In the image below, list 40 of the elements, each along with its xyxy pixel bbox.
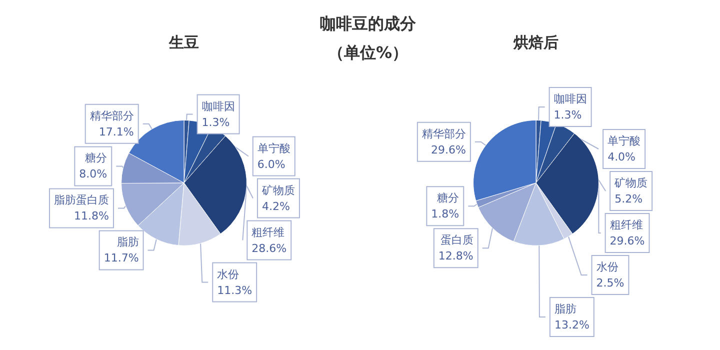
- data-label: 11.7%: [104, 252, 139, 265]
- data-label: 29.6%: [430, 143, 466, 156]
- chart-title: 生豆: [168, 34, 199, 52]
- slice-label: 单宁酸: [257, 142, 290, 155]
- data-label: 4.2%: [262, 200, 290, 213]
- data-label: 13.2%: [554, 318, 590, 332]
- data-label: 1.3%: [202, 116, 230, 129]
- slice-label: 精华部分: [422, 127, 466, 140]
- slice-label: 单宁酸: [608, 134, 641, 148]
- data-label: 1.8%: [431, 208, 460, 221]
- slice-label: 脂肪蛋白质: [54, 194, 109, 207]
- slice-label: 粗纤维: [610, 218, 643, 232]
- data-label: 11.3%: [217, 284, 252, 297]
- slice-label: 咖啡因: [554, 92, 587, 106]
- data-label: 11.8%: [74, 210, 109, 223]
- slice-label: 粗纤维: [252, 226, 285, 239]
- data-label: 12.8%: [438, 250, 474, 263]
- data-label: 1.3%: [554, 108, 582, 122]
- data-label: 28.6%: [252, 242, 287, 255]
- data-label: 5.2%: [614, 192, 643, 206]
- text: （单位%）: [326, 43, 410, 64]
- slice-label: 矿物质: [260, 184, 295, 197]
- data-label: 6.0%: [257, 158, 286, 171]
- slice-label: 糖分: [85, 152, 108, 165]
- data-label: 8.0%: [79, 168, 108, 181]
- data-label: 2.5%: [596, 276, 624, 290]
- slice-label: 水份: [217, 268, 240, 281]
- data-label: 4.0%: [608, 150, 636, 164]
- slice-label: 脂肪: [116, 236, 139, 249]
- slice-label: 精华部分: [90, 109, 134, 122]
- chart-title: 烘焙后: [512, 34, 558, 52]
- slice-label: 水份: [596, 260, 618, 274]
- slice-label: 矿物质: [614, 176, 648, 190]
- slice-label: 糖分: [437, 192, 460, 205]
- slice-label: 咖啡因: [202, 100, 235, 113]
- data-label: 29.6%: [610, 234, 645, 248]
- text: 咖啡豆的成分: [319, 14, 417, 35]
- slice-label: 蛋白质: [440, 234, 474, 247]
- data-label: 17.1%: [98, 125, 134, 138]
- slice-label: 脂肪: [554, 302, 576, 316]
